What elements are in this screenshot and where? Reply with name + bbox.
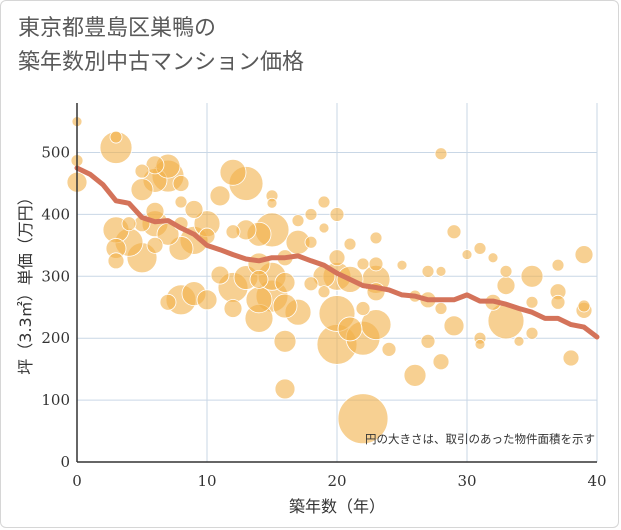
bubble-point — [318, 222, 330, 234]
x-tick-label: 10 — [197, 472, 216, 490]
bubble-point — [443, 315, 465, 337]
bubble-point — [174, 195, 188, 209]
bubble-point — [499, 264, 513, 278]
bubble-point — [487, 252, 499, 264]
bubble-point — [304, 235, 318, 249]
x-tick-labels: 0 10 20 30 40 — [72, 472, 606, 490]
bubble-point — [109, 130, 123, 144]
y-tick-label: 500 — [41, 144, 70, 162]
bubble-point — [209, 185, 231, 207]
bubble-point — [210, 265, 230, 285]
x-tick-label: 20 — [327, 472, 346, 490]
bubble-point — [121, 216, 137, 232]
bubble-point — [420, 333, 436, 349]
x-tick-label: 0 — [72, 472, 82, 490]
y-axis-title: 坪（3.3㎡）単価（万円） — [16, 189, 35, 374]
bubble-point — [272, 293, 298, 319]
bubble-point — [196, 289, 218, 311]
bubble-point — [432, 353, 450, 371]
bubble-point — [562, 349, 580, 367]
x-tick-label: 30 — [457, 472, 476, 490]
bubble-point — [266, 197, 278, 209]
bubble-point — [577, 299, 591, 313]
bubble-point — [381, 341, 397, 357]
bubble-point — [304, 208, 318, 221]
chart-title: 東京都豊島区巣鴨の 築年数別中古マンション価格 — [18, 16, 305, 75]
bubble-point — [249, 270, 269, 289]
bubble-point — [421, 264, 435, 278]
bubble-point — [317, 195, 331, 209]
bubble-point — [461, 249, 473, 261]
y-tick-label: 200 — [41, 329, 70, 347]
bubble-point — [434, 147, 448, 161]
x-axis-title: 築年数（年） — [289, 497, 385, 516]
bubble-point — [273, 329, 297, 353]
bubble-point — [291, 214, 305, 228]
y-tick-label: 100 — [41, 391, 70, 409]
bubble-point — [328, 249, 346, 267]
bubble-layer — [66, 116, 594, 445]
bubble-point — [574, 245, 594, 265]
bubble-point — [550, 294, 566, 310]
bubble-point — [551, 258, 565, 272]
bubble-point — [343, 237, 357, 251]
bubble-point — [146, 236, 164, 254]
bubble-point — [355, 301, 371, 316]
bubble-point — [474, 338, 486, 350]
bubble-point — [245, 286, 273, 314]
bubble-point — [329, 207, 345, 222]
bubble-point — [434, 302, 448, 315]
x-tick-label: 40 — [587, 472, 606, 490]
bubble-point — [396, 259, 408, 271]
bubble-point — [172, 175, 190, 192]
bubble-point — [368, 256, 384, 272]
y-tick-label: 300 — [41, 267, 70, 285]
y-tick-label: 400 — [41, 205, 70, 223]
bubble-point — [496, 276, 516, 295]
bubble-point — [134, 163, 150, 179]
bubble-point — [219, 158, 247, 186]
bubble-point — [274, 272, 296, 293]
y-tick-label: 0 — [60, 453, 70, 471]
bubble-point — [337, 316, 363, 342]
y-tick-labels: 0 100 200 300 400 500 — [41, 144, 70, 471]
bubble-point — [303, 276, 319, 292]
bubble-point — [184, 200, 204, 219]
bubble-point — [130, 178, 154, 202]
bubble-point — [159, 293, 177, 311]
bubble-point — [520, 264, 544, 288]
bubble-point — [274, 378, 296, 400]
bubble-point — [513, 335, 525, 347]
bubble-point — [317, 285, 331, 299]
bubble-point — [473, 242, 487, 255]
bubble-point — [369, 231, 383, 245]
bubble-point — [403, 363, 427, 387]
bubble-point — [446, 224, 462, 240]
bubble-point — [525, 295, 539, 309]
bubble-point — [225, 224, 241, 240]
bubble-point — [435, 265, 447, 277]
bubble-point — [356, 257, 370, 271]
bubble-size-note: 円の大きさは、取引のあった物件面積を示す — [365, 432, 595, 446]
trend-line — [74, 165, 600, 340]
bubble-point — [337, 393, 389, 445]
bubble-point — [223, 299, 243, 318]
bubble-point — [525, 326, 539, 340]
bubble-point — [107, 252, 125, 270]
